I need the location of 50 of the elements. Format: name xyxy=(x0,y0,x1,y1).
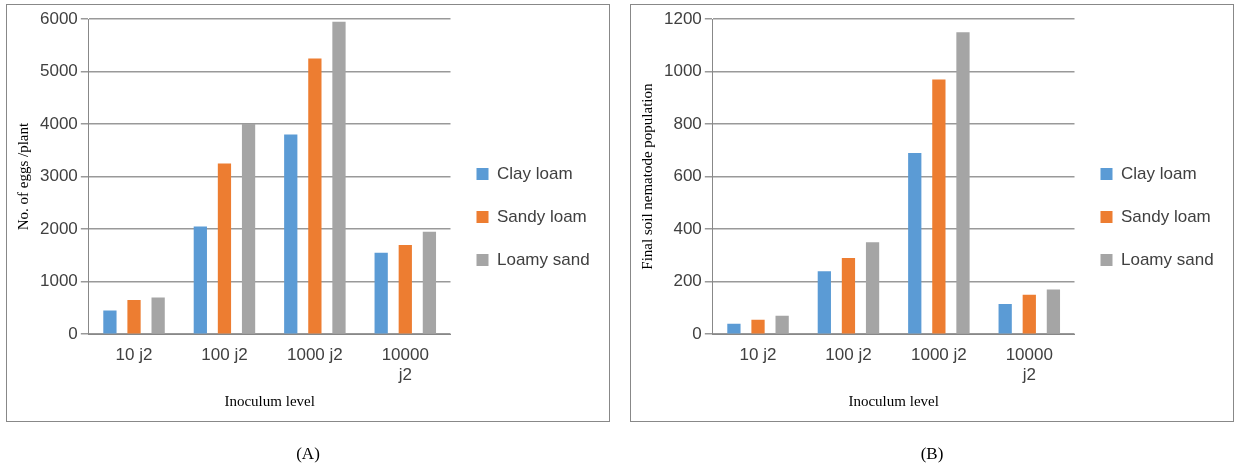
y-tick-label: 0 xyxy=(68,323,78,343)
bar xyxy=(1022,294,1036,334)
y-tick-label: 1000 xyxy=(663,61,702,81)
y-axis-title: Final soil nematode population xyxy=(638,82,655,270)
y-tick-label: 400 xyxy=(673,218,702,238)
x-axis-title: Inoculum level xyxy=(224,392,315,409)
bar xyxy=(193,226,207,334)
text: (A) xyxy=(295,444,321,464)
y-tick-label: 800 xyxy=(673,113,702,133)
legend-label: Sandy loam xyxy=(497,206,587,226)
bar xyxy=(932,79,946,334)
bar xyxy=(751,319,765,334)
y-tick-label: 600 xyxy=(673,166,702,186)
bar xyxy=(398,244,412,334)
bar xyxy=(817,271,831,334)
bar xyxy=(284,134,298,334)
bar xyxy=(908,152,922,334)
y-tick-label: 3000 xyxy=(39,166,78,186)
y-tick-label: 0 xyxy=(692,323,702,343)
y-axis-title: No. of eggs /plant xyxy=(14,122,31,231)
x-tick-label: 100 j2 xyxy=(201,345,248,365)
y-tick-label: 200 xyxy=(673,271,702,291)
bar xyxy=(127,300,141,334)
bar xyxy=(841,258,856,334)
x-tick-label: 100 j2 xyxy=(825,345,872,365)
bar xyxy=(308,58,322,334)
legend-label: Loamy sand xyxy=(1121,249,1214,269)
legend-label: Clay loam xyxy=(1121,163,1197,183)
x-tick-label: 1000 j2 xyxy=(910,345,967,365)
legend-label: Loamy sand xyxy=(497,249,590,269)
y-tick-label: 5000 xyxy=(39,61,78,81)
legend-label: Clay loam xyxy=(497,163,573,183)
bar xyxy=(998,303,1012,334)
y-tick-label: 6000 xyxy=(39,8,78,28)
bar xyxy=(727,323,741,334)
x-tick-label: 1000 j2 xyxy=(286,345,343,365)
y-tick-label: 2000 xyxy=(39,218,78,238)
x-tick-label: 10 j2 xyxy=(739,345,777,365)
bar xyxy=(103,310,117,334)
x-tick-label: 10 j2 xyxy=(115,345,153,365)
x-tick-label: 10000 j2 xyxy=(1005,345,1053,385)
x-tick-label: 10000 j2 xyxy=(381,345,429,385)
x-axis-title: Inoculum level xyxy=(848,392,939,409)
bar xyxy=(217,163,232,334)
bar xyxy=(374,252,388,334)
legend-label: Sandy loam xyxy=(1121,206,1211,226)
text: (B) xyxy=(919,444,945,464)
y-tick-label: 1000 xyxy=(39,271,78,291)
y-tick-label: 4000 xyxy=(39,113,78,133)
y-tick-label: 1200 xyxy=(663,8,702,28)
